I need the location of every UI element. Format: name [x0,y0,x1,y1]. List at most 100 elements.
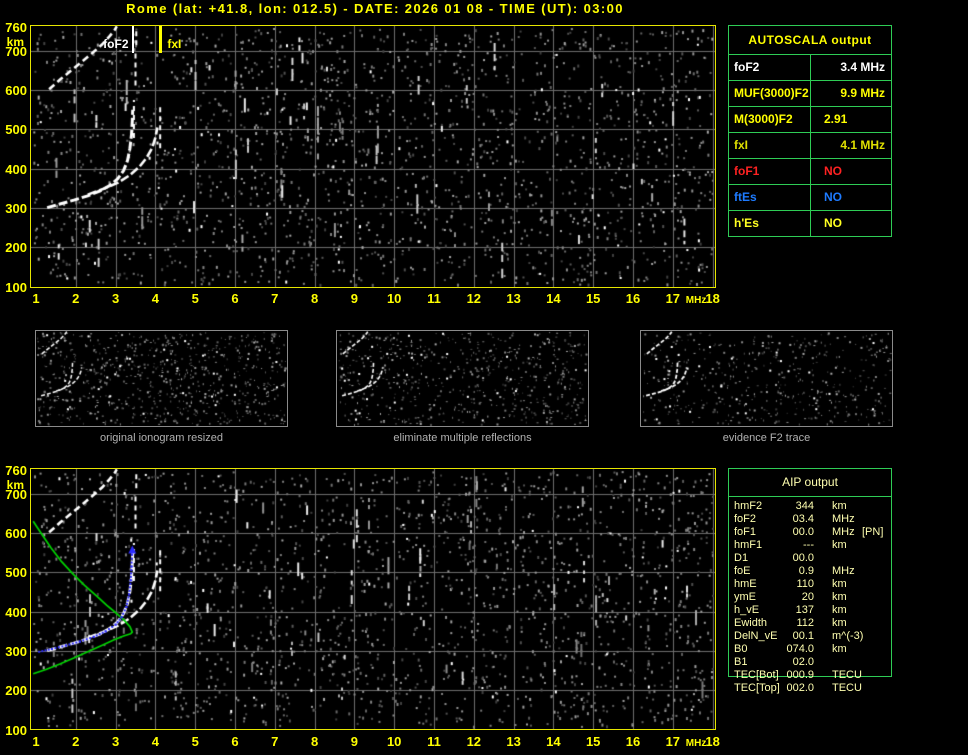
aip-row-unit: MHz [832,513,855,525]
autoscala-row-label: fxI [729,133,811,158]
aip-row-unit: MHz [832,565,855,577]
aip-row-unit: m^(-3) [832,630,864,642]
y-tick-label: 500 [5,122,27,138]
x-tick-label: 16 [625,291,641,306]
aip-table-header: AIP output [729,469,891,497]
aip-row-name: B1 [734,656,748,668]
y-tick-label: 200 [5,683,27,699]
x-tick-label: 1 [32,291,40,306]
aip-row-name: Ewidth [734,617,768,629]
aip-row-name: foF1 [734,526,757,538]
x-tick-label: 2 [72,291,80,306]
autoscala-row-label: ftEs [729,185,811,210]
y-tick-label: 200 [5,240,27,256]
aip-row-value: 20 [801,591,814,603]
x-tick-label: 18 [705,734,720,749]
y-tick-label: 700 [5,43,27,59]
y-axis-unit-label: km [6,478,24,493]
y-tick-label: 760 [5,463,27,479]
x-axis-unit-label: MHz [685,295,707,306]
aip-row-unit: km [832,500,847,512]
autoscala-row: ftEs NO [729,185,891,211]
x-tick-label: 4 [151,734,159,749]
aip-row-value: 137 [795,604,814,616]
aip-row-name: hmF1 [734,539,763,551]
y-tick-label: 500 [5,565,27,581]
aip-row-unit: km [832,617,847,629]
aip-row-name: B0 [734,643,748,655]
x-tick-label: 15 [585,291,601,306]
aip-row-unit: TECU [832,669,862,681]
aip-row-unit: km [832,604,847,616]
aip-row: foF2 03.4 MHz [728,513,900,526]
x-tick-label: 5 [191,734,199,749]
y-tick-label: 600 [5,526,27,542]
autoscala-row-value: 3.4 MHz [840,60,885,74]
aip-row-unit: km [832,578,847,590]
ionogram-bottom-plot [30,468,716,730]
autoscala-row-value: 4.1 MHz [840,138,885,152]
aip-row-unit: MHz [832,526,855,538]
x-tick-label: 6 [231,291,239,306]
aip-row-name: foE [734,565,751,577]
x-tick-label: 3 [111,291,120,306]
page-title: Rome (lat: +41.8, lon: 012.5) - DATE: 20… [126,1,624,16]
panel-evidence-label: evidence F2 trace [722,432,811,444]
panel-evidence-f2 [640,330,893,427]
x-tick-label: 7 [271,291,279,306]
autoscala-row: foF2 3.4 MHz [729,55,891,81]
x-tick-label: 9 [350,734,358,749]
aip-row: Ewidth 112 km [728,617,900,630]
aip-table: AIP output [728,468,892,677]
x-tick-label: 11 [427,734,441,749]
aip-row-value: 0.9 [798,565,814,577]
x-tick-label: 3 [111,734,120,749]
autoscala-row: fxI 4.1 MHz [729,133,891,159]
x-tick-label: 10 [386,734,402,749]
x-tick-label: 2 [72,734,80,749]
x-tick-label: 7 [271,734,279,749]
aip-row-name: TEC[Top] [734,682,780,694]
aip-row-name: TEC[Bot] [734,669,779,681]
x-tick-label: 11 [427,291,441,306]
autoscala-row-label: M(3000)F2 [729,107,811,132]
aip-row: TEC[Top] 002.0 TECU [728,682,900,695]
autoscala-row-value: NO [824,164,842,178]
y-tick-label: 400 [5,604,27,620]
x-tick-label: 13 [506,734,521,749]
autoscala-row-value: 9.9 MHz [840,86,885,100]
aip-row-value: 00.0 [792,552,814,564]
panel-eliminate-canvas [337,331,588,426]
aip-row-name: ymE [734,591,756,603]
autoscala-table-header: AUTOSCALA output [729,26,891,55]
autoscala-row-value: 2.91 [824,112,848,126]
aip-row: D1 00.0 [728,552,900,565]
fxI-marker-line [159,26,163,53]
aip-row-unit: km [832,643,847,655]
x-tick-label: 16 [625,734,641,749]
x-tick-label: 10 [386,291,402,306]
aip-row-value: 02.0 [792,656,814,668]
fxI-marker-label: fxI [167,37,182,51]
y-tick-label: 600 [5,83,27,99]
x-tick-label: 8 [310,734,319,749]
aip-row: hmE 110 km [728,578,900,591]
y-tick-label: 100 [5,279,27,295]
aip-table-rows: hmF2 344 km foF2 03.4 MHz foF1 00.0 MHz [PN] hmF1 -… [728,500,900,695]
aip-row-value: 112 [796,617,814,629]
y-tick-label: 300 [5,644,27,659]
aip-row-value: 344 [795,500,814,512]
y-tick-label: 300 [5,201,27,216]
x-tick-label: 17 [665,734,681,749]
autoscala-row-label: h'Es [729,211,811,236]
ionogram-bottom-canvas [31,469,715,729]
panel-eliminate-reflections [336,330,589,427]
autoscala-row-label: MUF(3000)F2 [729,81,811,106]
aip-row-unit: km [832,539,847,551]
autoscala-table: AUTOSCALA output foF2 3.4 MHz MUF(3000)F2 9… [728,25,892,237]
aip-row: foE 0.9 MHz [728,565,900,578]
aip-row: DelN_vE 00.1 m^(-3) [728,630,900,643]
panel-original-ionogram [35,330,288,427]
y-tick-label: 400 [5,161,27,177]
